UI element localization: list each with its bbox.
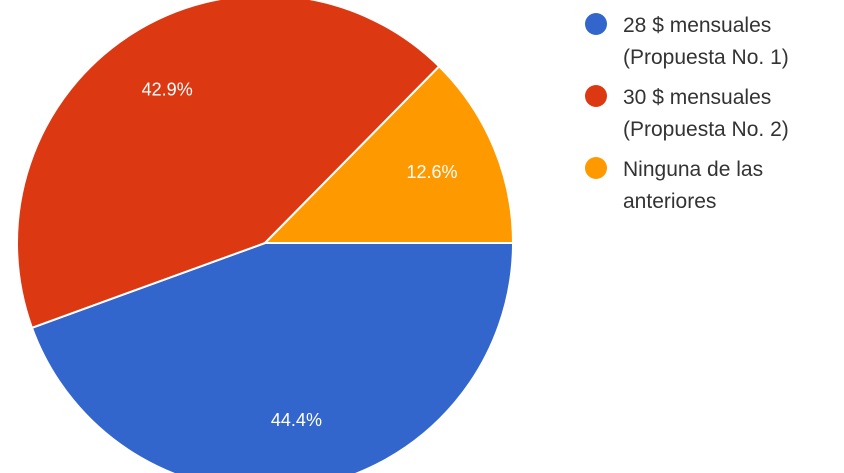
legend-label-1: 28 $ mensuales (Propuesta No. 1) [623, 14, 789, 69]
pie-slice-labels: 44.4% 42.9% 12.6% [142, 79, 458, 430]
legend: 28 $ mensuales (Propuesta No. 1) 30 $ mens… [585, 13, 789, 213]
legend-item-3: Ninguna de las anteriores [585, 157, 763, 213]
legend-label-3: Ninguna de las anteriores [623, 158, 763, 213]
pie-slice-2 [16, 0, 441, 330]
legend-label-2: 30 $ mensuales (Propuesta No. 2) [623, 86, 789, 141]
slice-data-label-1: 44.4% [271, 410, 322, 430]
pie-slice-1 [30, 242, 515, 473]
legend-swatch-3 [585, 157, 607, 179]
slice-data-label-3: 12.6% [406, 162, 457, 182]
legend-item-1: 28 $ mensuales (Propuesta No. 1) [585, 13, 789, 69]
legend-swatch-2 [585, 85, 607, 107]
pie-slices [16, 0, 515, 473]
legend-item-2: 30 $ mensuales (Propuesta No. 2) [585, 85, 789, 141]
legend-swatch-1 [585, 13, 607, 35]
slice-data-label-2: 42.9% [142, 79, 193, 99]
pie-slice-3 [262, 64, 515, 244]
